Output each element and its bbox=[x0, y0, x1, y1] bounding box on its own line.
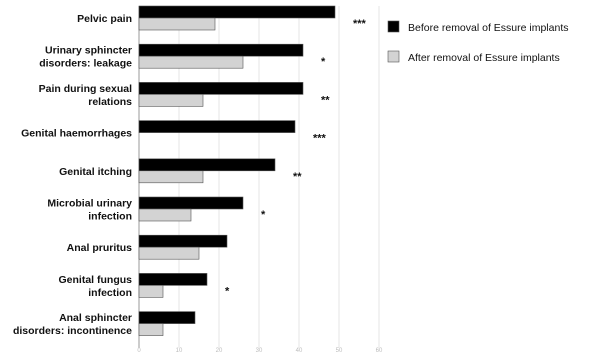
category-label: Genital itching bbox=[59, 166, 132, 178]
bar-before bbox=[139, 312, 195, 324]
category-label: Anal sphincter disorders: incontinence bbox=[13, 312, 132, 337]
bar-after bbox=[139, 247, 199, 259]
x-tick-label: 30 bbox=[256, 348, 263, 354]
bar-before bbox=[139, 159, 275, 171]
category-label: Pelvic pain bbox=[77, 13, 132, 25]
x-tick-label: 20 bbox=[216, 348, 223, 354]
bar-before bbox=[139, 235, 227, 247]
x-tick-label: 0 bbox=[137, 348, 141, 354]
category-label: Pain during sexual relations bbox=[39, 83, 133, 108]
bar-before bbox=[139, 82, 303, 94]
bar-before bbox=[139, 273, 207, 285]
bar-after bbox=[139, 18, 215, 30]
bar-after bbox=[139, 285, 163, 297]
bar-before bbox=[139, 121, 295, 133]
significance-marker: * bbox=[261, 209, 266, 221]
bar-after bbox=[139, 94, 203, 106]
legend-label: After removal of Essure implants bbox=[408, 52, 560, 64]
significance-markers: ************* bbox=[225, 18, 367, 297]
significance-marker: *** bbox=[313, 133, 327, 145]
x-tick-label: 10 bbox=[176, 348, 183, 354]
significance-marker: * bbox=[321, 56, 326, 68]
bar-before bbox=[139, 197, 243, 209]
bar-after bbox=[139, 171, 203, 183]
bar-after bbox=[139, 56, 243, 68]
category-label: Genital fungus infection bbox=[59, 274, 133, 299]
x-tick-label: 60 bbox=[376, 348, 383, 354]
significance-marker: *** bbox=[353, 18, 367, 30]
x-axis-ticks: 0 10 20 30 40 50 60 bbox=[137, 348, 383, 354]
bar-after bbox=[139, 324, 163, 336]
x-tick-label: 40 bbox=[296, 348, 303, 354]
legend-label: Before removal of Essure implants bbox=[408, 22, 568, 34]
legend-swatch bbox=[388, 51, 399, 62]
legend: Before removal of Essure implants After r… bbox=[388, 21, 568, 64]
bars bbox=[139, 6, 335, 336]
significance-marker: * bbox=[225, 285, 230, 297]
category-labels: Pelvic pain Urinary sphincter disorders: l… bbox=[13, 13, 132, 337]
category-label: Microbial urinary infection bbox=[47, 198, 132, 223]
bar-after bbox=[139, 209, 191, 221]
category-label: Anal pruritus bbox=[67, 242, 132, 254]
bar-before bbox=[139, 6, 335, 18]
category-label: Genital haemorrhages bbox=[21, 128, 132, 140]
bar-before bbox=[139, 44, 303, 56]
significance-marker: ** bbox=[293, 171, 302, 183]
category-label: Urinary sphincter disorders: leakage bbox=[39, 45, 132, 70]
x-tick-label: 50 bbox=[336, 348, 343, 354]
significance-marker: ** bbox=[321, 94, 330, 106]
legend-swatch bbox=[388, 21, 399, 32]
